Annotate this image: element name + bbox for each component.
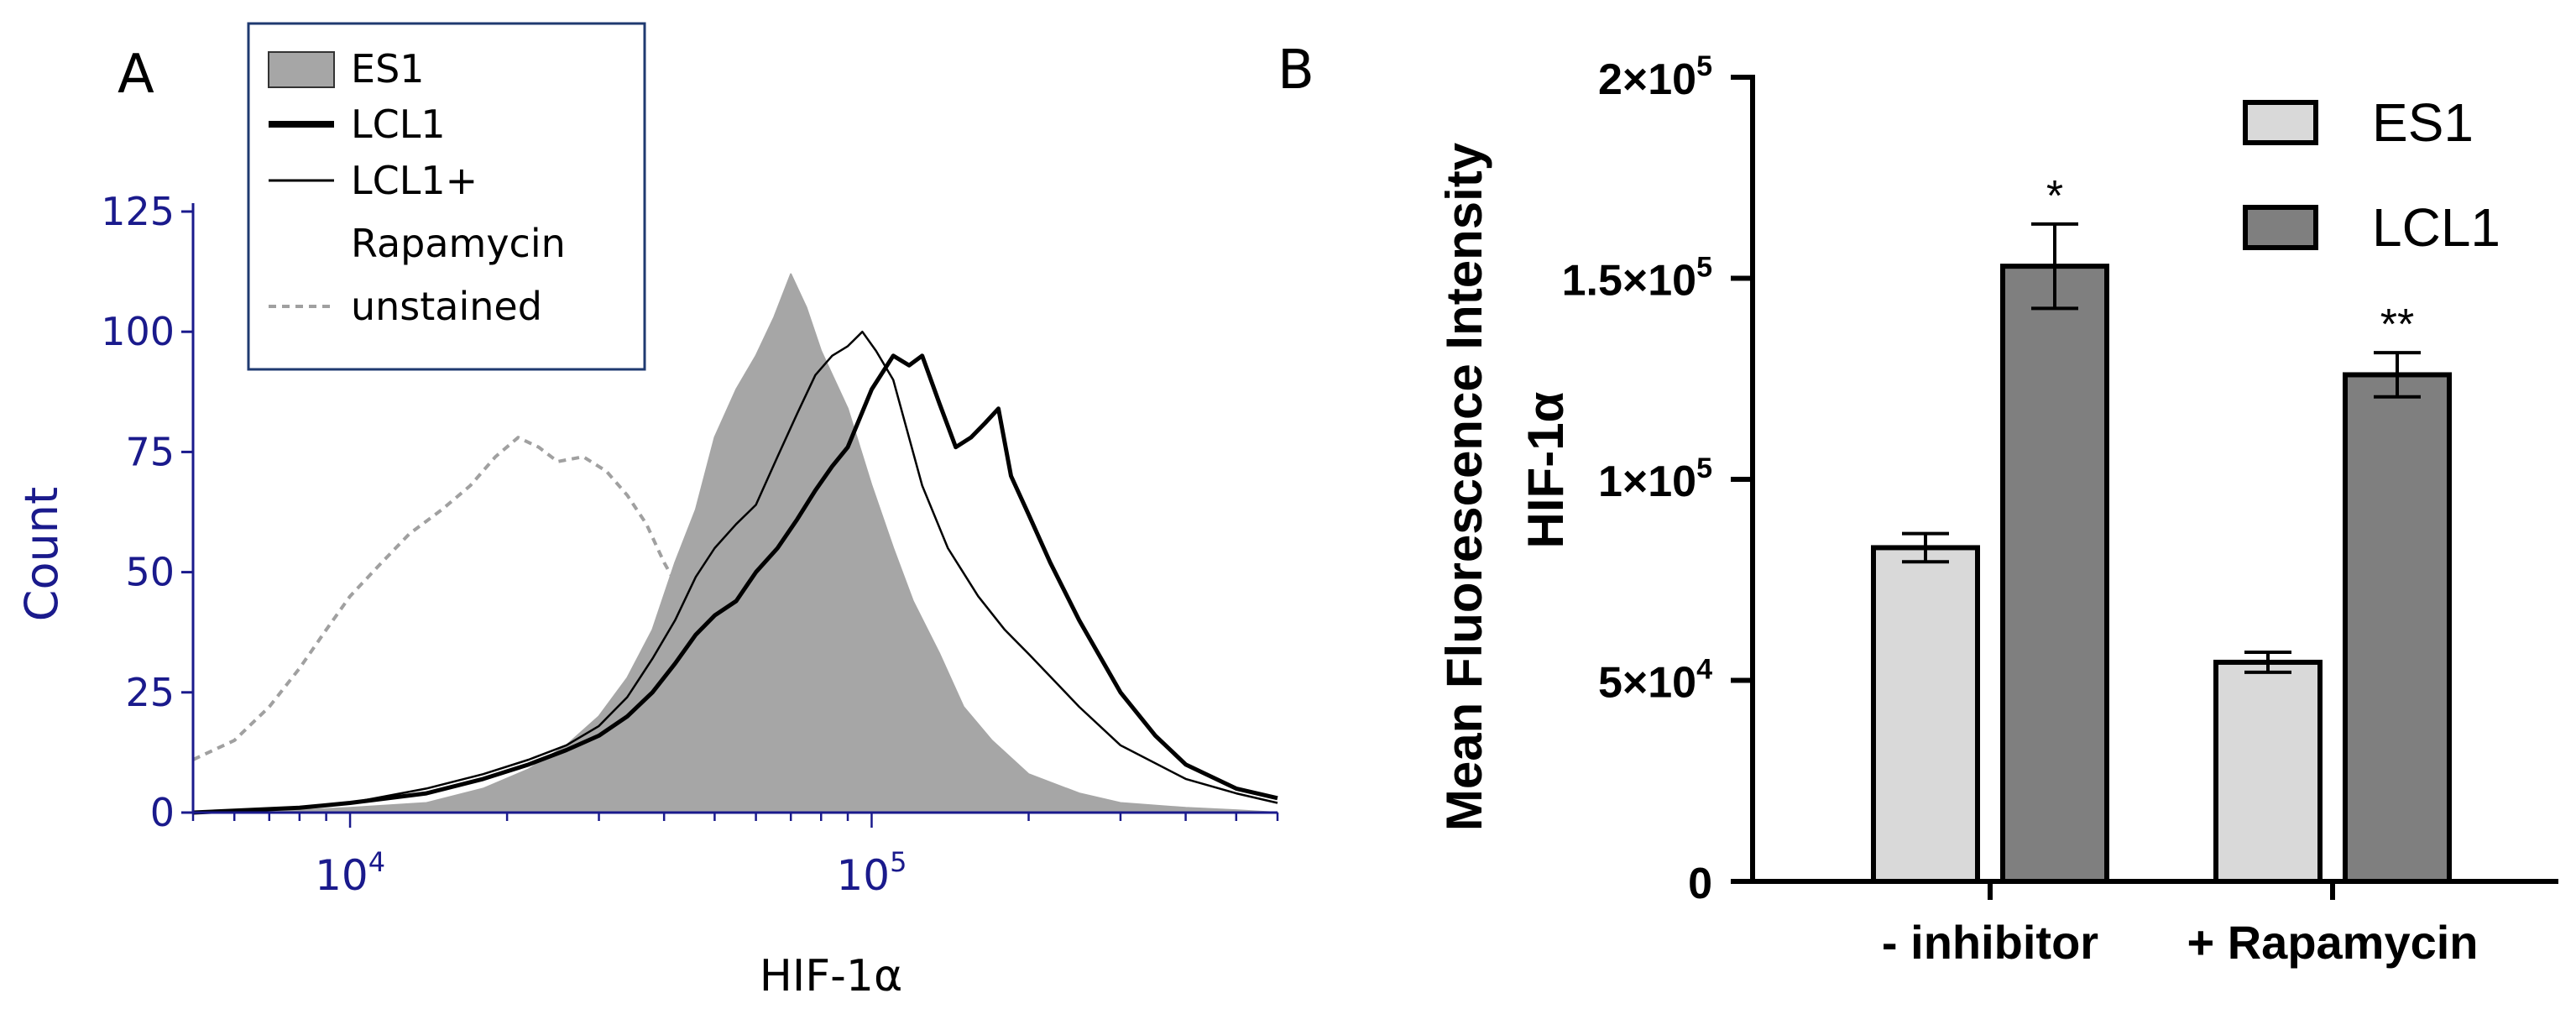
legend-label-unstained: unstained: [351, 284, 542, 329]
legend-label-lcl1-rapamycin-line2: Rapamycin: [351, 221, 566, 266]
legend-label-lcl1-rapamycin-line1: LCL1+: [351, 158, 478, 203]
panel-a-y-tick-label: 50: [125, 550, 175, 595]
panel-b-bars: ***: [1871, 172, 2452, 884]
panel-a-letter: A: [118, 44, 154, 106]
panel-b-y-axis-label-line2: HIF-1α: [1518, 391, 1574, 548]
bar-lcl1: [2343, 372, 2452, 884]
panel-b-y-axis-label-line1: Mean Fluorescence Intensity: [1436, 142, 1492, 831]
panel-a-y-tick-label: 125: [101, 189, 175, 234]
legend-label-b-lcl1: LCL1: [2372, 197, 2500, 258]
bar-es1: [1871, 545, 1980, 884]
legend-label-es1: ES1: [351, 46, 425, 91]
panel-b-category-label: + Rapamycin: [2187, 916, 2478, 969]
panel-b-legend: ES1 LCL1: [2243, 92, 2500, 258]
panel-a-y-tick-label: 75: [125, 429, 175, 474]
legend-swatch-es1: [268, 51, 335, 88]
panel-a-x-tick-label: 104: [315, 846, 385, 900]
panel-b-y-tick-label: 5×104: [1598, 654, 1712, 708]
histogram-lcl1-rapamycin: [192, 330, 1278, 814]
panel-b-letter: B: [1278, 39, 1314, 102]
panel-b-y-tick-label: 1×105: [1598, 452, 1712, 506]
panel-b-y-tick-label: 0: [1688, 860, 1712, 908]
panel-b-y-tick-label: 1.5×105: [1562, 252, 1712, 306]
significance-marker: *: [2046, 172, 2063, 221]
panel-a-y-tick-label: 100: [101, 309, 175, 354]
bar-es1: [2213, 659, 2323, 884]
significance-marker: **: [2380, 301, 2414, 349]
panel-b-y-tick-label: 2×105: [1598, 50, 1712, 104]
histogram-lcl1: [192, 353, 1278, 815]
panel-a-curves: [192, 273, 1278, 815]
legend-label-lcl1: LCL1: [351, 102, 446, 147]
bar-lcl1: [2000, 264, 2109, 884]
panel-a-legend: ES1 LCL1 LCL1+ Rapamycin unstained: [247, 22, 646, 371]
panel-a-y-axis-label: Count: [15, 487, 68, 621]
panel-b-axes: 0 5×104 1×105 1.5×105 2×105 - inhibitor + Rapa…: [1562, 50, 2558, 969]
legend-label-b-es1: ES1: [2372, 92, 2474, 153]
panel-a-y-tick-label: 0: [150, 790, 175, 835]
legend-swatch-b-es1: [2243, 100, 2318, 145]
panel-b-category-label: - inhibitor: [1882, 916, 2098, 969]
panel-a-x-axis-label: HIF-1α: [760, 951, 902, 1001]
panel-b: B Mean Fluorescence Intensity HIF-1α 0 5×…: [1278, 39, 2558, 969]
panel-a-y-tick-label: 25: [125, 670, 175, 715]
legend-swatch-b-lcl1: [2243, 205, 2318, 250]
